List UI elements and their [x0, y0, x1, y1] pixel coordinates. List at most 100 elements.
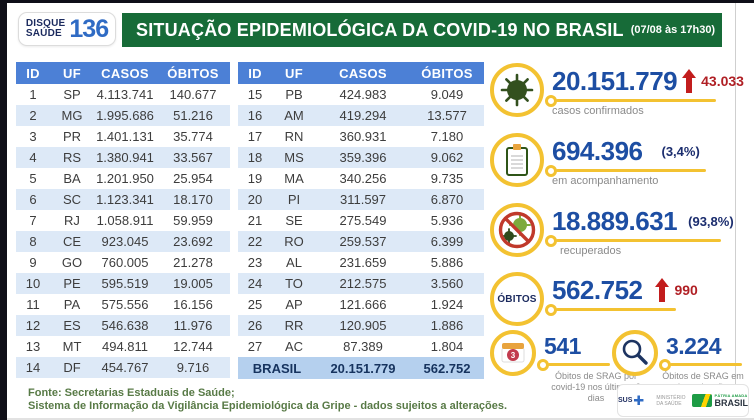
cell-casos: 275.549 — [339, 213, 387, 228]
srag-recent-value: 541 — [544, 333, 581, 359]
cell-id: 10 — [25, 276, 41, 291]
cell-id: 11 — [26, 297, 40, 312]
cell-id: 7 — [29, 213, 37, 228]
magnifier-icon — [612, 330, 658, 376]
deaths-value: 562.752 — [552, 275, 643, 305]
cell-id: 16 — [247, 108, 263, 123]
cell-obitos: 21.278 — [173, 255, 213, 270]
cell-uf: RJ — [64, 213, 80, 228]
cell-uf: PE — [63, 276, 81, 291]
table-total-row: BRASIL 20.151.779 562.752 — [238, 357, 484, 379]
cell-obitos: 1.886 — [430, 318, 464, 333]
magnifier-icon-glyph — [622, 339, 648, 365]
column-header-uf: UF — [285, 65, 303, 81]
table-row: 16 AM 419.294 13.577 — [238, 105, 484, 126]
cell-casos: 494.811 — [101, 339, 149, 354]
table-states-right: ID UF CASOS ÓBITOS 15 PB 424.983 9.049 16 AM 4… — [238, 62, 484, 379]
cell-uf: RO — [284, 234, 304, 249]
cell-casos: 454.767 — [101, 360, 149, 375]
cell-uf: CE — [62, 234, 82, 249]
cell-obitos: 13.577 — [427, 108, 467, 123]
stat-srag-investigation: 3.224 — [612, 330, 752, 376]
obitos-badge: ÓBITOS — [490, 272, 544, 326]
stat-underline — [537, 359, 610, 371]
cell-casos: 424.983 — [339, 87, 387, 102]
cell-uf: BA — [63, 171, 81, 186]
table-row: 4 RS 1.380.941 33.567 — [16, 147, 230, 168]
cell-id: 19 — [247, 171, 263, 186]
cell-casos: 259.537 — [339, 234, 387, 249]
source-line-1: Fonte: Secretarias Estaduais de Saúde; — [28, 387, 235, 399]
cell-obitos: 33.567 — [173, 150, 213, 165]
table-row: 5 BA 1.201.950 25.954 — [16, 168, 230, 189]
cell-uf: ES — [63, 318, 81, 333]
stat-underline — [659, 359, 742, 371]
cell-casos: 923.045 — [101, 234, 149, 249]
government-logos: SUS ✚ MINISTÉRIO DA SAÚDE PÁTRIA AMADA B… — [617, 384, 749, 417]
cell-obitos: 7.180 — [430, 129, 464, 144]
stat-srag-recent: 3 541 — [490, 330, 615, 376]
table-row: 1 SP 4.113.741 140.677 — [16, 84, 230, 105]
cell-obitos: 3.560 — [430, 276, 464, 291]
ministry-logo-text: MINISTÉRIO DA SAÚDE — [656, 394, 686, 407]
cell-casos: 360.931 — [339, 129, 387, 144]
column-header-casos: CASOS — [101, 65, 149, 81]
cell-casos: 212.575 — [339, 276, 387, 291]
table-row: 3 PR 1.401.131 35.774 — [16, 126, 230, 147]
cell-obitos: 9.062 — [430, 150, 464, 165]
svg-text:3: 3 — [511, 351, 516, 360]
brasil-logo-bottom: BRASIL — [714, 398, 749, 408]
source-line-2: Sistema de Informação da Vigilância Epid… — [28, 400, 508, 412]
cell-casos: 87.389 — [343, 339, 383, 354]
cell-casos: 595.519 — [101, 276, 149, 291]
cell-uf: SE — [285, 213, 303, 228]
cell-uf: MS — [284, 150, 304, 165]
virus-icon — [490, 63, 544, 117]
table-row: 18 MS 359.396 9.062 — [238, 147, 484, 168]
table-row: 27 AC 87.389 1.804 — [238, 336, 484, 357]
cell-obitos: 9.716 — [176, 360, 210, 375]
obitos-badge-label: ÓBITOS — [497, 293, 537, 305]
stat-srag-recent-block: 541 — [537, 330, 610, 376]
up-arrow-icon — [655, 278, 670, 302]
table-row: 26 RR 120.905 1.886 — [238, 315, 484, 336]
cell-casos: 1.995.686 — [96, 108, 154, 123]
cell-obitos: 59.959 — [173, 213, 213, 228]
table-row: 11 PA 575.556 16.156 — [16, 294, 230, 315]
stat-deaths: ÓBITOS 562.752 990 — [490, 272, 752, 326]
recovered-percent: (93,8%) — [688, 213, 734, 229]
cell-id: 24 — [247, 276, 263, 291]
table-row: 22 RO 259.537 6.399 — [238, 231, 484, 252]
cell-id: 8 — [29, 234, 37, 249]
cell-id: 18 — [247, 150, 263, 165]
column-header-obitos: ÓBITOS — [167, 65, 219, 81]
cell-casos: 1.201.950 — [96, 171, 154, 186]
monitoring-percent: (3,4%) — [661, 143, 700, 159]
table-row: 10 PE 595.519 19.005 — [16, 273, 230, 294]
clipboard-icon-glyph — [506, 144, 528, 176]
table-header: ID UF CASOS ÓBITOS — [16, 62, 230, 84]
cell-obitos: 9.735 — [430, 171, 464, 186]
confirmed-delta: 43.033 — [701, 73, 744, 89]
cell-id: 23 — [247, 255, 263, 270]
logo-word-bottom: SAÚDE — [25, 28, 62, 39]
recovered-value: 18.889.631 — [552, 206, 678, 236]
cell-casos: 231.659 — [339, 255, 387, 270]
cell-casos: 4.113.741 — [96, 87, 154, 102]
cell-uf: GO — [61, 255, 83, 270]
cell-obitos: 6.870 — [430, 192, 464, 207]
table-row: 20 PI 311.597 6.870 — [238, 189, 484, 210]
cell-casos: 340.256 — [339, 171, 387, 186]
total-casos: 20.151.779 — [330, 360, 396, 376]
slide-bottom-border — [7, 418, 754, 420]
page-title: SITUAÇÃO EPIDEMIOLÓGICA DA COVID-19 NO B… — [136, 19, 624, 40]
cell-id: 13 — [25, 339, 41, 354]
table-row: 25 AP 121.666 1.924 — [238, 294, 484, 315]
stat-recovered: 18.889.631 (93,8%) recuperados — [490, 203, 752, 257]
stat-confirmed-block: 20.151.779 43.033 casos confirmados — [545, 63, 744, 117]
cell-id: 20 — [247, 192, 263, 207]
cell-id: 4 — [29, 150, 37, 165]
up-arrow-icon — [682, 69, 697, 93]
table-row: 21 SE 275.549 5.936 — [238, 210, 484, 231]
stat-deaths-block: 562.752 990 — [545, 272, 698, 326]
